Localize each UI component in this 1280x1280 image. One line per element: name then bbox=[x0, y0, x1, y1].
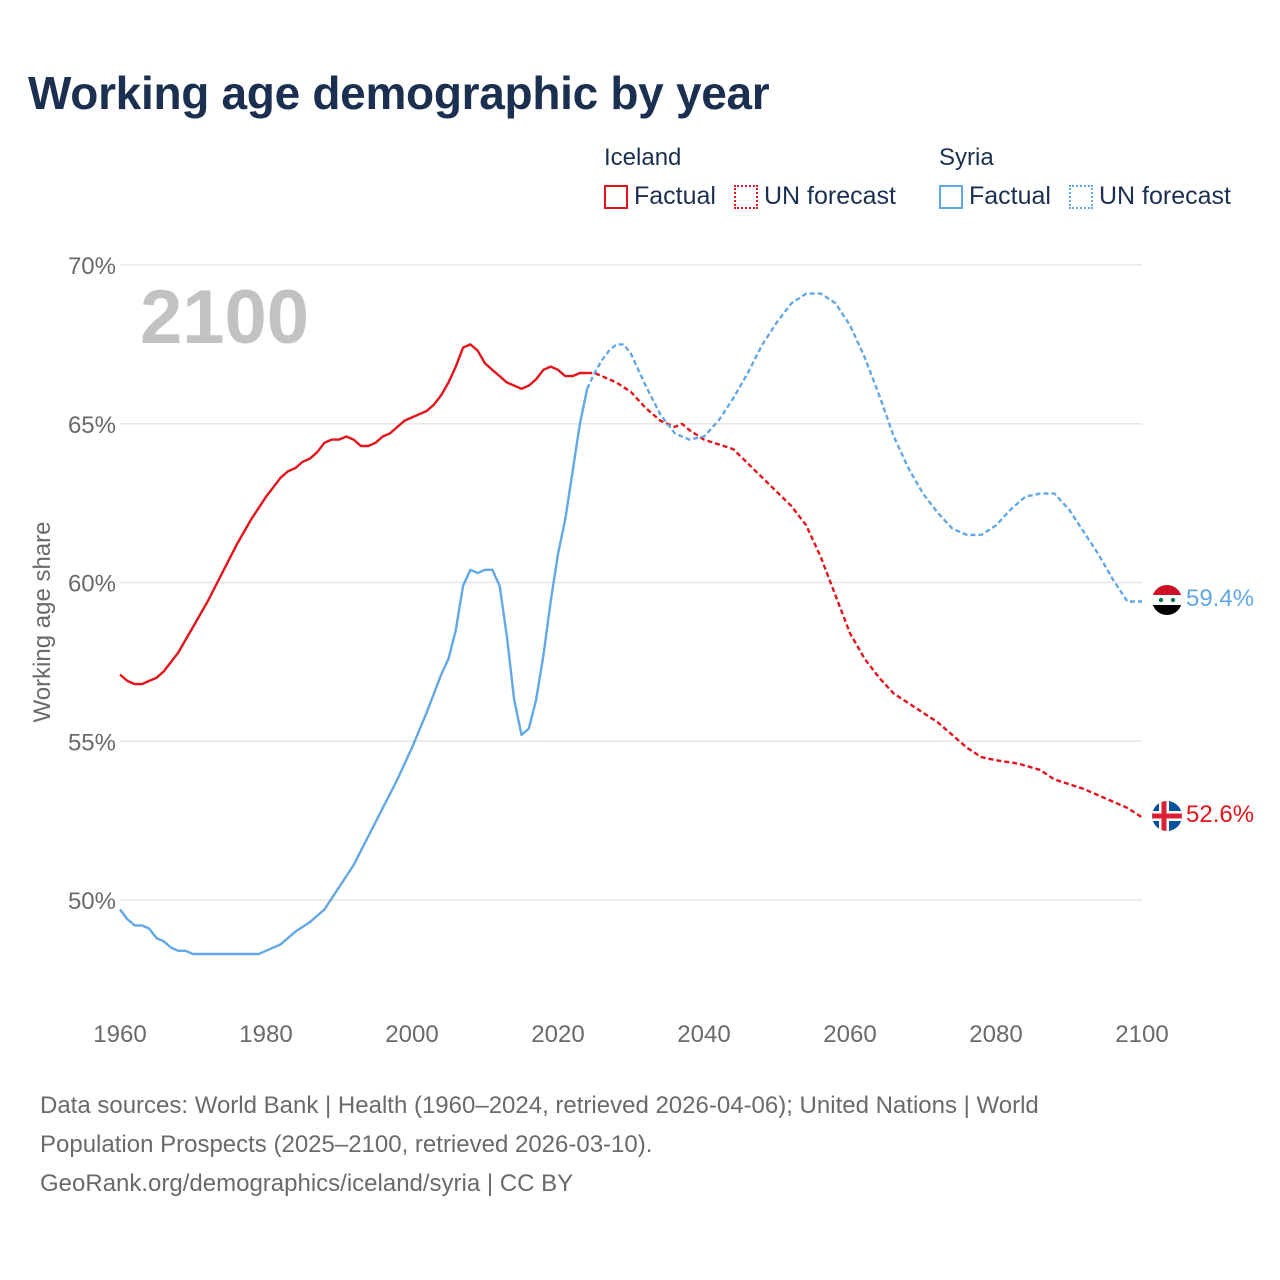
legend-swatch-solid-icon bbox=[939, 184, 963, 209]
iceland-factual-line[interactable] bbox=[119, 343, 588, 686]
legend-iceland: Iceland Factual UN forecast bbox=[604, 140, 896, 211]
footer-line-3[interactable]: GeoRank.org/demographics/iceland/syria |… bbox=[40, 1170, 574, 1197]
legend-swatch-solid-icon bbox=[604, 184, 628, 209]
legend-syria: Syria Factual UN forecast bbox=[939, 140, 1231, 211]
footer-line-2: Population Prospects (2025–2100, retriev… bbox=[40, 1131, 653, 1158]
legend-iceland-factual-label: Factual bbox=[634, 182, 716, 210]
year-watermark: 2100 bbox=[140, 275, 309, 360]
x-tick-label: 2040 bbox=[677, 1021, 730, 1048]
x-tick-label: 1960 bbox=[93, 1021, 146, 1048]
iceland-flag-icon bbox=[1152, 801, 1182, 831]
legend-iceland-label: Iceland bbox=[604, 144, 682, 171]
y-tick-label: 70% bbox=[68, 253, 116, 280]
chart-title: Working age demographic by year bbox=[28, 67, 770, 119]
syria-factual-line[interactable] bbox=[119, 388, 589, 956]
iceland-end-label: 52.6% bbox=[1186, 801, 1254, 828]
syria-flag-icon bbox=[1152, 585, 1182, 615]
syria-forecast-line[interactable] bbox=[586, 292, 1142, 603]
x-tick-label: 2020 bbox=[531, 1021, 584, 1048]
syria-end-label: 59.4% bbox=[1186, 585, 1254, 612]
x-tick-label: 2060 bbox=[823, 1021, 876, 1048]
line-chart: 50% 55% 60% 65% 70% 1960 1980 2000 2020 2040 2060… bbox=[29, 253, 1254, 1048]
y-axis-label: Working age share bbox=[29, 522, 56, 723]
legend-syria-forecast-label: UN forecast bbox=[1098, 182, 1231, 210]
legend-syria-factual-label: Factual bbox=[969, 182, 1051, 210]
y-tick-label: 60% bbox=[68, 571, 116, 598]
legend-syria-factual[interactable]: Factual bbox=[939, 182, 1051, 211]
legend-syria-forecast[interactable]: UN forecast bbox=[1068, 182, 1231, 211]
legend-syria-label: Syria bbox=[939, 144, 994, 171]
legend-iceland-forecast-label: UN forecast bbox=[763, 182, 896, 210]
y-tick-label: 50% bbox=[68, 888, 116, 915]
legend-iceland-factual[interactable]: Factual bbox=[604, 182, 716, 211]
y-tick-label: 65% bbox=[68, 412, 116, 439]
x-tick-label: 1980 bbox=[239, 1021, 292, 1048]
x-tick-label: 2000 bbox=[385, 1021, 438, 1048]
legend-swatch-dotted-icon bbox=[1068, 184, 1093, 209]
iceland-forecast-line[interactable] bbox=[587, 371, 1143, 819]
footer-line-1: Data sources: World Bank | Health (1960–… bbox=[40, 1092, 1039, 1119]
legend-swatch-dotted-icon bbox=[733, 184, 758, 209]
footer-source: Data sources: World Bank | Health (1960–… bbox=[40, 1086, 1240, 1203]
x-tick-label: 2100 bbox=[1115, 1021, 1168, 1048]
x-tick-label: 2080 bbox=[969, 1021, 1022, 1048]
legend-iceland-forecast[interactable]: UN forecast bbox=[733, 182, 896, 211]
y-tick-label: 55% bbox=[68, 729, 116, 756]
